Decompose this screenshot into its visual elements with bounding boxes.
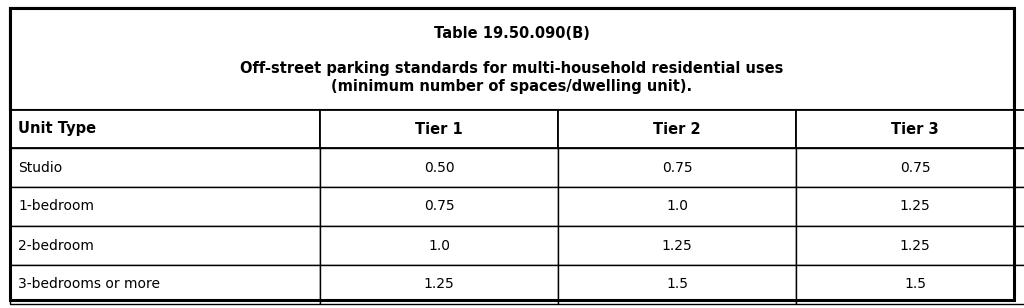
Text: 1.25: 1.25	[900, 238, 931, 253]
Text: 1.25: 1.25	[900, 200, 931, 213]
Text: Studio: Studio	[18, 160, 62, 175]
Text: 3-bedrooms or more: 3-bedrooms or more	[18, 278, 160, 291]
Bar	[558, 265, 796, 304]
Text: Tier 2: Tier 2	[653, 121, 700, 136]
Bar	[558, 148, 796, 187]
Text: 1.25: 1.25	[662, 238, 692, 253]
Text: 1.0: 1.0	[428, 238, 450, 253]
Bar	[10, 226, 319, 265]
Bar	[558, 110, 796, 148]
Text: 1.5: 1.5	[666, 278, 688, 291]
Text: 0.75: 0.75	[900, 160, 931, 175]
Bar	[319, 226, 558, 265]
Text: 1.5: 1.5	[904, 278, 926, 291]
Bar	[796, 187, 1024, 226]
Text: 0.50: 0.50	[424, 160, 455, 175]
Text: Off-street parking standards for multi-household residential uses
(minimum numbe: Off-street parking standards for multi-h…	[241, 61, 783, 94]
Text: 1.0: 1.0	[666, 200, 688, 213]
Bar	[796, 148, 1024, 187]
Text: 1-bedroom: 1-bedroom	[18, 200, 94, 213]
Bar	[319, 265, 558, 304]
Bar	[10, 148, 319, 187]
Bar	[10, 265, 319, 304]
Text: 1.25: 1.25	[424, 278, 455, 291]
Text: 0.75: 0.75	[424, 200, 455, 213]
Text: Unit Type: Unit Type	[18, 121, 96, 136]
Bar	[796, 265, 1024, 304]
Bar	[10, 110, 319, 148]
Bar	[319, 187, 558, 226]
Bar	[319, 148, 558, 187]
Text: 2-bedroom: 2-bedroom	[18, 238, 94, 253]
Text: 0.75: 0.75	[662, 160, 692, 175]
Bar	[10, 187, 319, 226]
Text: Tier 1: Tier 1	[415, 121, 463, 136]
Bar	[10, 8, 1014, 110]
Bar	[796, 110, 1024, 148]
Text: Table 19.50.090(B): Table 19.50.090(B)	[434, 26, 590, 41]
Bar	[558, 226, 796, 265]
Bar	[796, 226, 1024, 265]
Text: Tier 3: Tier 3	[891, 121, 939, 136]
Bar	[558, 187, 796, 226]
Bar	[319, 110, 558, 148]
